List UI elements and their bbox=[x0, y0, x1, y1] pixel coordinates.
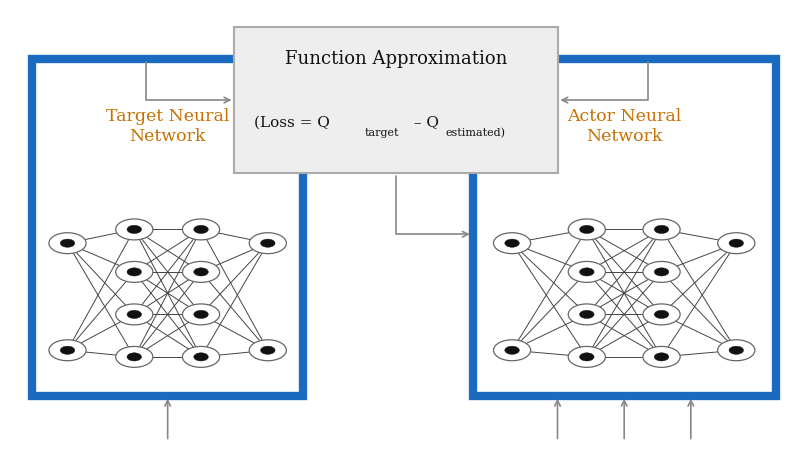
Circle shape bbox=[49, 340, 86, 361]
Text: Actor Neural
Network: Actor Neural Network bbox=[567, 108, 681, 145]
Circle shape bbox=[729, 239, 743, 247]
Circle shape bbox=[643, 346, 680, 367]
Circle shape bbox=[643, 219, 680, 240]
Circle shape bbox=[643, 304, 680, 325]
Circle shape bbox=[183, 346, 220, 367]
Circle shape bbox=[643, 262, 680, 283]
Circle shape bbox=[49, 233, 86, 253]
Text: target: target bbox=[364, 128, 399, 138]
Circle shape bbox=[654, 353, 669, 361]
Circle shape bbox=[505, 346, 520, 354]
Circle shape bbox=[260, 239, 275, 247]
Circle shape bbox=[579, 310, 594, 318]
Circle shape bbox=[116, 262, 153, 283]
Circle shape bbox=[183, 304, 220, 325]
Circle shape bbox=[116, 219, 153, 240]
Circle shape bbox=[183, 219, 220, 240]
FancyBboxPatch shape bbox=[32, 59, 303, 396]
Circle shape bbox=[654, 310, 669, 318]
Circle shape bbox=[183, 262, 220, 283]
Circle shape bbox=[260, 346, 275, 354]
Circle shape bbox=[116, 304, 153, 325]
Circle shape bbox=[127, 225, 141, 233]
Circle shape bbox=[568, 262, 605, 283]
Circle shape bbox=[718, 340, 755, 361]
FancyBboxPatch shape bbox=[234, 27, 558, 173]
Circle shape bbox=[654, 225, 669, 233]
Circle shape bbox=[194, 225, 208, 233]
Circle shape bbox=[249, 233, 286, 253]
Circle shape bbox=[249, 340, 286, 361]
Circle shape bbox=[579, 268, 594, 276]
Circle shape bbox=[194, 353, 208, 361]
Circle shape bbox=[494, 340, 531, 361]
Circle shape bbox=[61, 239, 75, 247]
Circle shape bbox=[127, 310, 141, 318]
Text: Function Approximation: Function Approximation bbox=[284, 51, 507, 68]
Circle shape bbox=[127, 268, 141, 276]
Circle shape bbox=[127, 353, 141, 361]
FancyBboxPatch shape bbox=[473, 59, 776, 396]
Circle shape bbox=[61, 346, 75, 354]
Circle shape bbox=[568, 219, 605, 240]
Text: Target Neural
Network: Target Neural Network bbox=[106, 108, 229, 145]
Circle shape bbox=[718, 233, 755, 253]
Circle shape bbox=[568, 346, 605, 367]
Text: estimated): estimated) bbox=[445, 128, 505, 138]
Circle shape bbox=[505, 239, 520, 247]
Circle shape bbox=[579, 225, 594, 233]
Circle shape bbox=[194, 268, 208, 276]
Text: – Q: – Q bbox=[409, 115, 439, 129]
Circle shape bbox=[579, 353, 594, 361]
Circle shape bbox=[494, 233, 531, 253]
Text: (Loss = Q: (Loss = Q bbox=[254, 115, 330, 129]
Circle shape bbox=[194, 310, 208, 318]
Circle shape bbox=[568, 304, 605, 325]
Circle shape bbox=[654, 268, 669, 276]
Circle shape bbox=[729, 346, 743, 354]
Circle shape bbox=[116, 346, 153, 367]
